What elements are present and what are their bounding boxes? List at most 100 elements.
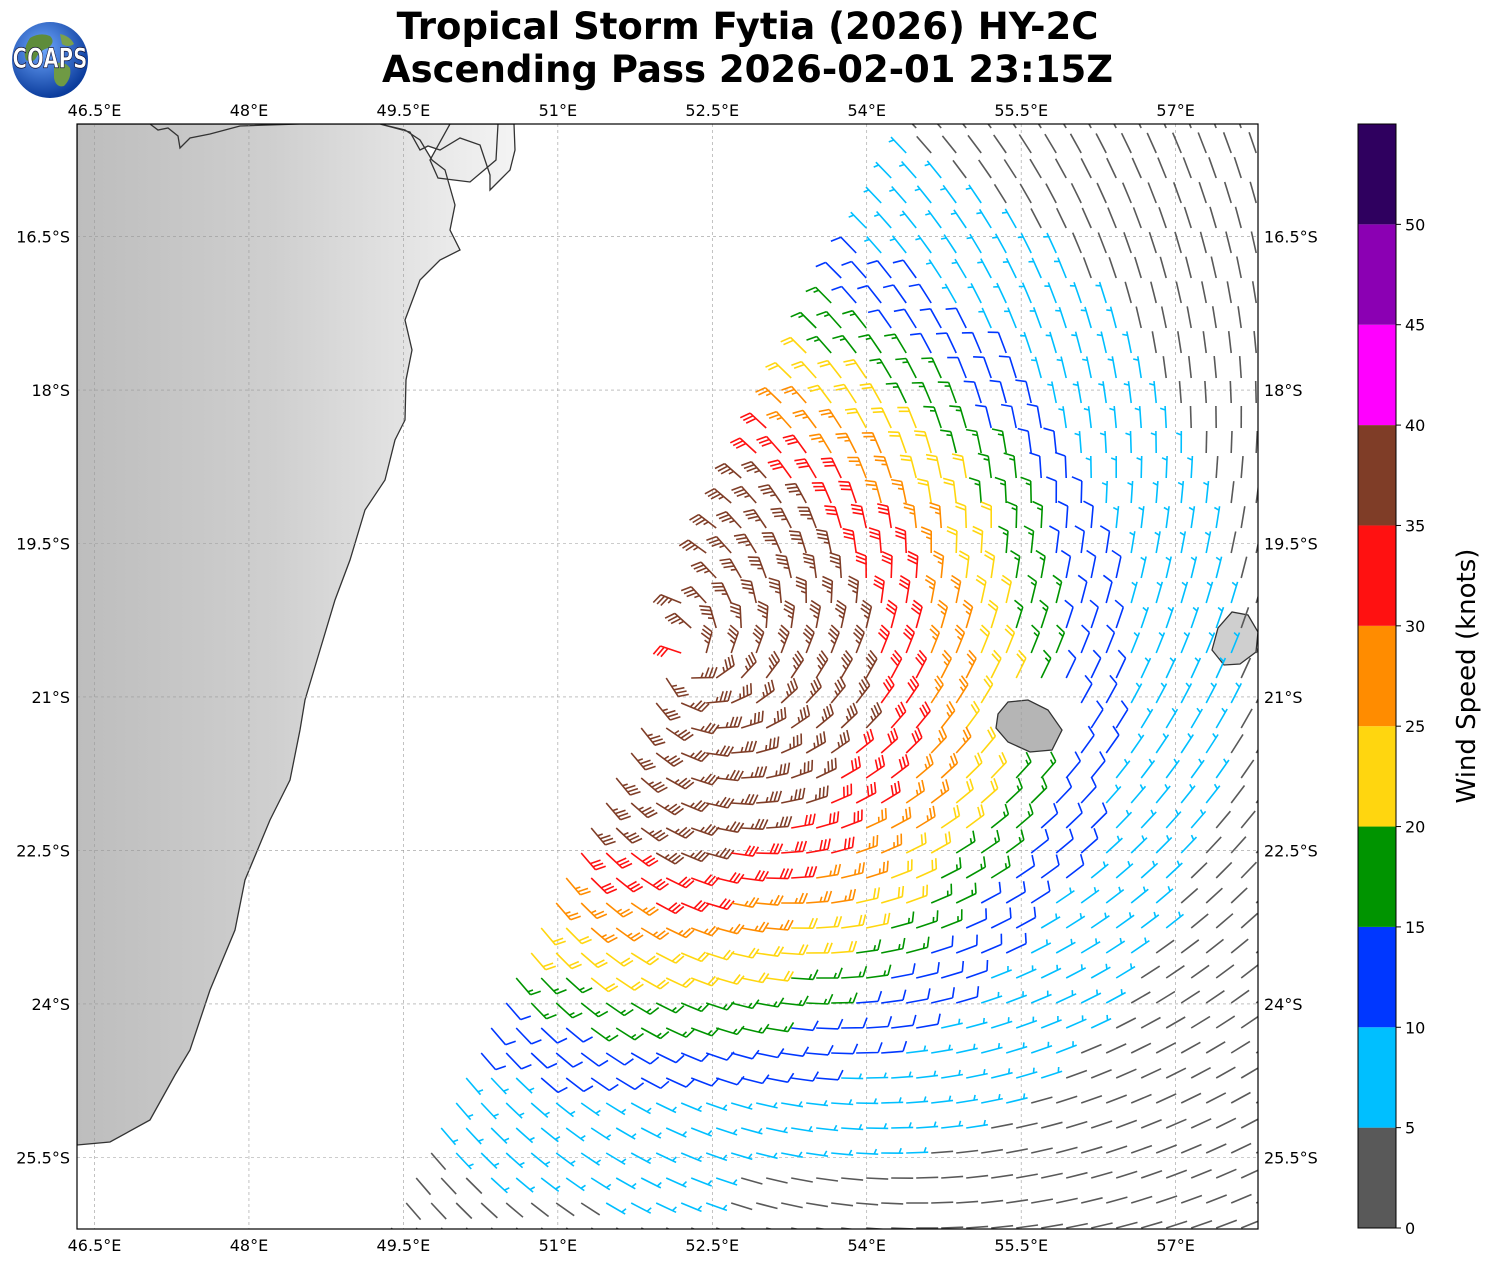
wind-barb [480, 1202, 498, 1219]
wind-barb [1055, 207, 1067, 229]
wind-barb [792, 409, 817, 429]
wind-barb [1190, 758, 1205, 779]
wind-barb [955, 501, 967, 529]
wind-barb [1012, 124, 1017, 129]
wind-barb [1240, 912, 1258, 929]
wind-barb [890, 649, 903, 679]
wind-barb [920, 526, 932, 553]
wind-barb [841, 1177, 864, 1181]
wind-barb [465, 1127, 484, 1145]
wind-barb [1080, 1043, 1102, 1054]
wind-barb [1159, 256, 1167, 279]
wind-barb [882, 284, 907, 304]
wind-barb [1215, 707, 1228, 729]
wind-barb [1097, 232, 1107, 254]
wind-barb [1037, 124, 1042, 129]
wind-barb [869, 358, 892, 379]
wind-barb [1040, 1121, 1063, 1129]
wind-barb [831, 888, 857, 904]
wind-barb [655, 1102, 677, 1114]
chart-title-line-1: Tropical Storm Fytia (2026) HY-2C [396, 5, 1099, 48]
colorbar-tick-label: 35 [1405, 516, 1425, 535]
wind-barb [565, 1077, 594, 1093]
wind-barb [864, 235, 882, 254]
wind-barb [1127, 480, 1134, 504]
wind-barb [630, 902, 659, 916]
wind-barb [1080, 828, 1099, 854]
wind-barb [955, 675, 969, 704]
chart-title-line-2: Ascending Pass 2026-02-01 23:15Z [381, 48, 1114, 91]
wind-barb [1105, 674, 1118, 704]
wind-barb [1015, 906, 1037, 929]
wind-barb [1055, 938, 1076, 954]
lon-tick-label-bottom: 57°E [1156, 1236, 1194, 1255]
wind-barb [1226, 281, 1232, 304]
wind-barb [781, 1046, 810, 1057]
wind-barb [865, 701, 883, 729]
wind-barb [729, 601, 742, 629]
wind-barb [1015, 379, 1032, 404]
wind-barb [780, 677, 799, 704]
wind-barb [741, 818, 769, 830]
wind-barb [806, 890, 833, 904]
wind-barb [1065, 649, 1077, 679]
wind-barb [630, 802, 658, 819]
wind-barb [956, 1149, 979, 1154]
wind-barb [747, 556, 767, 579]
wind-barb [766, 919, 794, 931]
wind-barb [889, 235, 907, 254]
wind-barb [1030, 208, 1042, 229]
wind-barb [580, 1102, 601, 1117]
wind-barb [1165, 657, 1177, 679]
colorbar-bin [1358, 124, 1396, 225]
wind-barb [1215, 1117, 1237, 1129]
wind-barb [1190, 1066, 1211, 1079]
lat-tick-label-right: 18°S [1264, 381, 1303, 400]
wind-barb [1058, 406, 1067, 429]
wind-barb [1146, 132, 1157, 154]
wind-barb [1105, 886, 1125, 904]
wind-barb [940, 234, 957, 254]
wind-barb [829, 551, 842, 579]
wind-barb [1204, 380, 1207, 404]
wind-barb [881, 989, 907, 1004]
wind-barb [880, 727, 899, 754]
wind-barb [655, 802, 684, 816]
wind-barb [700, 624, 713, 654]
wind-barb [911, 124, 917, 129]
wind-barb [1005, 777, 1023, 804]
wind-barb [1248, 131, 1257, 154]
wind-barb [1082, 257, 1092, 279]
wind-barb [756, 945, 785, 957]
wind-barb [640, 727, 666, 746]
wind-barb [741, 460, 767, 479]
wind-barb [1115, 1221, 1138, 1229]
wind-barb [1236, 256, 1242, 279]
wind-barb [1020, 331, 1032, 354]
wind-barb [706, 535, 732, 554]
wind-barb [1066, 1171, 1088, 1179]
wind-barb [975, 574, 987, 604]
wind-barb [1124, 281, 1132, 304]
wind-barb [955, 778, 974, 804]
wind-barb [1090, 1171, 1113, 1179]
wind-barb [705, 1152, 728, 1162]
wind-barb [505, 1002, 532, 1021]
wind-barb [914, 185, 932, 204]
wind-barb [740, 710, 764, 729]
wind-barb [890, 806, 912, 829]
wind-barb [590, 827, 616, 846]
wind-barb [1130, 1042, 1152, 1054]
wind-barb [895, 357, 917, 379]
wind-barb [780, 336, 807, 354]
wind-barb [1105, 989, 1126, 1004]
wind-barb [1040, 1066, 1063, 1079]
wind-barb [515, 1177, 536, 1193]
wind-barb [756, 843, 784, 855]
wind-barb [1115, 912, 1135, 929]
wind-barb [806, 1202, 829, 1208]
wind-barb [1215, 456, 1219, 479]
wind-barb [1215, 1066, 1236, 1079]
wind-barb [665, 1127, 688, 1138]
wind-barb [1055, 828, 1074, 854]
